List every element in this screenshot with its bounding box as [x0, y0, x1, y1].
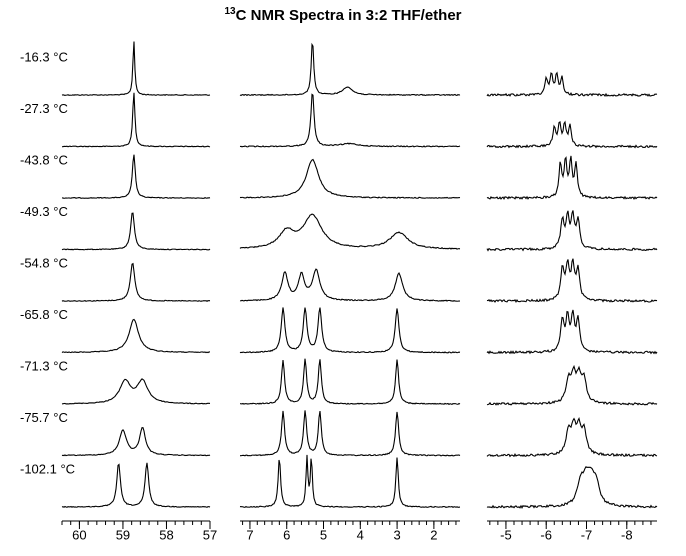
x-tick-label: 58 [159, 527, 173, 542]
temperature-label: -71.3 °C [20, 358, 68, 373]
spectrum [486, 120, 658, 149]
x-tick-label: 60 [72, 527, 86, 542]
x-tick-label: -5 [500, 527, 512, 542]
spectrum [486, 71, 658, 98]
spectrum [239, 158, 461, 199]
spectrum [61, 262, 211, 302]
spectrum [61, 154, 211, 199]
x-tick-label: 3 [393, 527, 400, 542]
title-superscript: 13 [225, 6, 237, 17]
x-tick-label: 5 [320, 527, 327, 542]
x-tick-label: 2 [430, 527, 437, 542]
spectrum [486, 210, 658, 252]
spectrum [239, 213, 461, 250]
spectrum [61, 378, 211, 405]
spectrum [239, 42, 461, 97]
spectrum [486, 155, 658, 200]
spectrum [486, 364, 658, 406]
x-tick-label: -7 [581, 527, 593, 542]
spectrum [61, 212, 211, 251]
spectrum [61, 462, 211, 508]
chart-title: 13C NMR Spectra in 3:2 THF/ether [225, 6, 462, 24]
x-tick-label: 7 [246, 527, 253, 542]
spectrum [486, 309, 658, 355]
spectrum [239, 93, 461, 148]
spectrum [239, 454, 461, 508]
spectrum [239, 307, 461, 354]
spectrum [61, 41, 211, 96]
spectrum [61, 427, 211, 457]
temperature-label: -102.1 °C [20, 461, 75, 476]
x-tick-label: 59 [116, 527, 130, 542]
spectrum [486, 416, 658, 458]
spectrum [61, 92, 211, 148]
spectrum [239, 358, 461, 406]
x-tick-label: -6 [540, 527, 552, 542]
title-text: C NMR Spectra in 3:2 THF/ether [236, 7, 462, 24]
spectrum [486, 258, 658, 304]
temperature-label: -54.8 °C [20, 255, 68, 270]
temperature-label: -49.3 °C [20, 204, 68, 219]
temperature-label: -65.8 °C [20, 307, 68, 322]
x-tick-label: 4 [357, 527, 364, 542]
x-tick-label: 6 [283, 527, 290, 542]
temperature-label: -27.3 °C [20, 101, 68, 116]
temperature-label: -75.7 °C [20, 410, 68, 425]
x-tick-label: -8 [621, 527, 633, 542]
x-tick-label: 57 [203, 527, 217, 542]
spectrum [486, 466, 658, 509]
spectrum [239, 410, 461, 457]
spectrum [239, 268, 461, 302]
temperature-label: -16.3 °C [20, 49, 68, 64]
spectrum [61, 318, 211, 354]
temperature-label: -43.8 °C [20, 152, 68, 167]
